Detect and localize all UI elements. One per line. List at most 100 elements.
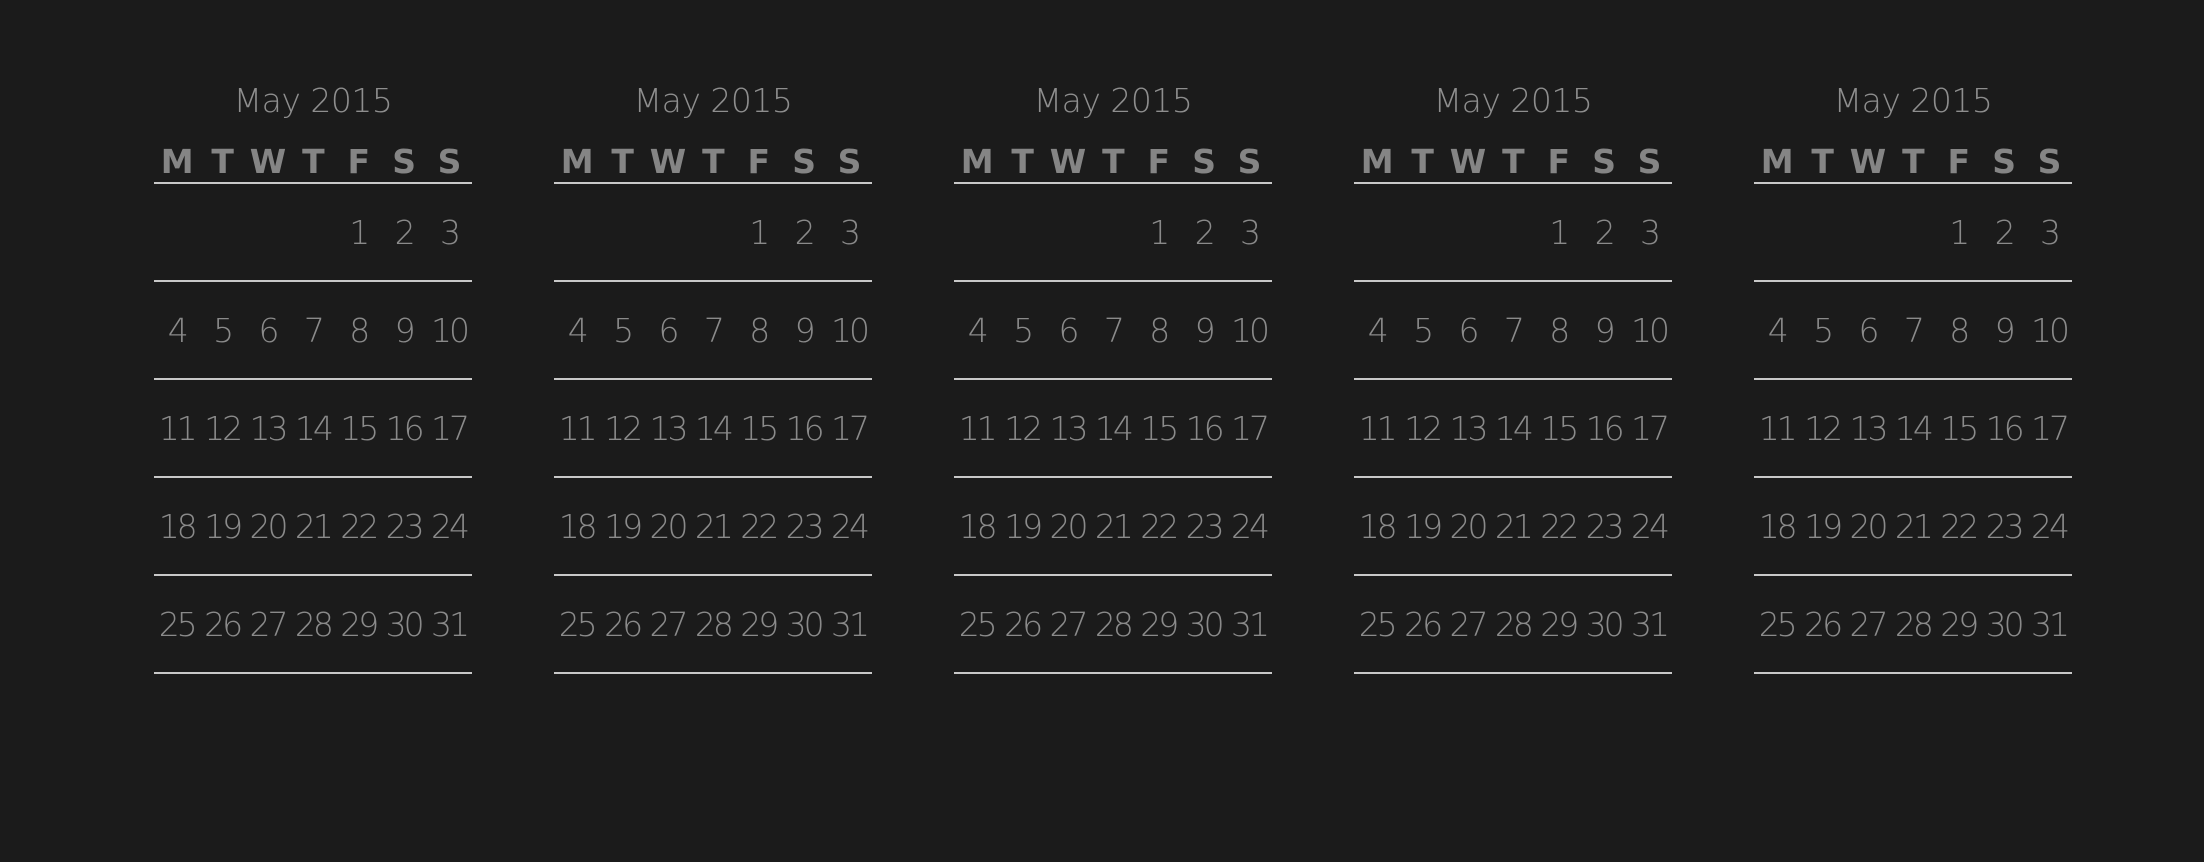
day-cell[interactable]: 27 bbox=[249, 604, 288, 644]
day-cell[interactable]: 24 bbox=[2031, 506, 2070, 546]
day-cell[interactable]: 19 bbox=[1404, 506, 1443, 546]
day-cell[interactable]: 26 bbox=[1004, 604, 1043, 644]
day-cell[interactable]: 17 bbox=[1231, 408, 1270, 448]
day-cell[interactable]: 8 bbox=[1949, 310, 1970, 350]
day-cell[interactable]: 31 bbox=[431, 604, 470, 644]
day-cell[interactable]: 3 bbox=[2040, 212, 2061, 252]
day-cell[interactable]: 2 bbox=[394, 212, 416, 252]
day-cell[interactable]: 24 bbox=[1231, 506, 1270, 546]
day-cell[interactable]: 6 bbox=[1458, 310, 1479, 350]
day-cell[interactable]: 30 bbox=[1185, 604, 1225, 644]
day-cell[interactable]: 11 bbox=[558, 408, 598, 448]
day-cell[interactable]: 27 bbox=[1849, 604, 1888, 644]
day-cell[interactable]: 4 bbox=[1767, 310, 1789, 350]
day-cell[interactable]: 2 bbox=[1994, 212, 2016, 252]
day-cell[interactable]: 22 bbox=[1140, 506, 1179, 546]
day-cell[interactable]: 27 bbox=[1049, 604, 1088, 644]
day-cell[interactable]: 18 bbox=[1758, 506, 1798, 546]
day-cell[interactable]: 4 bbox=[167, 310, 189, 350]
day-cell[interactable]: 5 bbox=[1413, 310, 1434, 350]
day-cell[interactable]: 20 bbox=[1449, 506, 1488, 546]
day-cell[interactable]: 15 bbox=[1540, 408, 1579, 448]
day-cell[interactable]: 21 bbox=[1894, 506, 1934, 546]
day-cell[interactable]: 6 bbox=[1058, 310, 1079, 350]
day-cell[interactable]: 19 bbox=[1004, 506, 1043, 546]
day-cell[interactable]: 13 bbox=[1049, 408, 1088, 448]
day-cell[interactable]: 7 bbox=[703, 310, 725, 350]
day-cell[interactable]: 6 bbox=[658, 310, 679, 350]
day-cell[interactable]: 29 bbox=[740, 604, 779, 644]
day-cell[interactable]: 13 bbox=[649, 408, 688, 448]
day-cell[interactable]: 15 bbox=[1140, 408, 1179, 448]
day-cell[interactable]: 20 bbox=[249, 506, 288, 546]
day-cell[interactable]: 28 bbox=[1094, 604, 1134, 644]
day-cell[interactable]: 6 bbox=[258, 310, 279, 350]
day-cell[interactable]: 5 bbox=[613, 310, 634, 350]
day-cell[interactable]: 22 bbox=[1940, 506, 1979, 546]
day-cell[interactable]: 20 bbox=[649, 506, 688, 546]
day-cell[interactable]: 23 bbox=[1185, 506, 1225, 546]
day-cell[interactable]: 28 bbox=[1494, 604, 1534, 644]
day-cell[interactable]: 9 bbox=[1194, 310, 1216, 350]
day-cell[interactable]: 16 bbox=[785, 408, 825, 448]
day-cell[interactable]: 11 bbox=[1358, 408, 1398, 448]
day-cell[interactable]: 9 bbox=[794, 310, 816, 350]
day-cell[interactable]: 9 bbox=[1994, 310, 2016, 350]
day-cell[interactable]: 31 bbox=[1631, 604, 1670, 644]
day-cell[interactable]: 10 bbox=[431, 310, 470, 350]
day-cell[interactable]: 23 bbox=[385, 506, 425, 546]
day-cell[interactable]: 3 bbox=[1240, 212, 1261, 252]
day-cell[interactable]: 21 bbox=[1094, 506, 1134, 546]
day-cell[interactable]: 30 bbox=[1585, 604, 1625, 644]
day-cell[interactable]: 10 bbox=[831, 310, 870, 350]
day-cell[interactable]: 17 bbox=[2031, 408, 2070, 448]
day-cell[interactable]: 3 bbox=[1640, 212, 1661, 252]
day-cell[interactable]: 4 bbox=[1367, 310, 1389, 350]
day-cell[interactable]: 14 bbox=[1094, 408, 1134, 448]
day-cell[interactable]: 19 bbox=[204, 506, 243, 546]
day-cell[interactable]: 24 bbox=[1631, 506, 1670, 546]
day-cell[interactable]: 13 bbox=[1449, 408, 1488, 448]
day-cell[interactable]: 28 bbox=[294, 604, 334, 644]
day-cell[interactable]: 26 bbox=[604, 604, 643, 644]
day-cell[interactable]: 24 bbox=[831, 506, 870, 546]
day-cell[interactable]: 16 bbox=[385, 408, 425, 448]
day-cell[interactable]: 3 bbox=[440, 212, 461, 252]
day-cell[interactable]: 9 bbox=[394, 310, 416, 350]
day-cell[interactable]: 2 bbox=[1194, 212, 1216, 252]
day-cell[interactable]: 14 bbox=[694, 408, 734, 448]
day-cell[interactable]: 31 bbox=[831, 604, 870, 644]
day-cell[interactable]: 17 bbox=[1631, 408, 1670, 448]
day-cell[interactable]: 7 bbox=[1503, 310, 1525, 350]
day-cell[interactable]: 15 bbox=[1940, 408, 1979, 448]
day-cell[interactable]: 22 bbox=[740, 506, 779, 546]
day-cell[interactable]: 29 bbox=[1940, 604, 1979, 644]
day-cell[interactable]: 10 bbox=[2031, 310, 2070, 350]
day-cell[interactable]: 8 bbox=[1549, 310, 1570, 350]
day-cell[interactable]: 23 bbox=[1985, 506, 2025, 546]
day-cell[interactable]: 1 bbox=[349, 212, 370, 252]
day-cell[interactable]: 25 bbox=[558, 604, 598, 644]
day-cell[interactable]: 8 bbox=[1149, 310, 1170, 350]
day-cell[interactable]: 17 bbox=[431, 408, 470, 448]
day-cell[interactable]: 4 bbox=[967, 310, 989, 350]
day-cell[interactable]: 4 bbox=[567, 310, 589, 350]
day-cell[interactable]: 20 bbox=[1849, 506, 1888, 546]
day-cell[interactable]: 2 bbox=[794, 212, 816, 252]
day-cell[interactable]: 12 bbox=[1404, 408, 1443, 448]
day-cell[interactable]: 22 bbox=[340, 506, 379, 546]
day-cell[interactable]: 16 bbox=[1985, 408, 2025, 448]
day-cell[interactable]: 18 bbox=[1358, 506, 1398, 546]
day-cell[interactable]: 25 bbox=[1358, 604, 1398, 644]
day-cell[interactable]: 23 bbox=[785, 506, 825, 546]
day-cell[interactable]: 14 bbox=[1494, 408, 1534, 448]
day-cell[interactable]: 7 bbox=[1903, 310, 1925, 350]
day-cell[interactable]: 1 bbox=[1549, 212, 1570, 252]
day-cell[interactable]: 25 bbox=[1758, 604, 1798, 644]
day-cell[interactable]: 16 bbox=[1585, 408, 1625, 448]
day-cell[interactable]: 14 bbox=[294, 408, 334, 448]
day-cell[interactable]: 1 bbox=[1149, 212, 1170, 252]
day-cell[interactable]: 18 bbox=[958, 506, 998, 546]
day-cell[interactable]: 1 bbox=[1949, 212, 1970, 252]
day-cell[interactable]: 26 bbox=[1804, 604, 1843, 644]
